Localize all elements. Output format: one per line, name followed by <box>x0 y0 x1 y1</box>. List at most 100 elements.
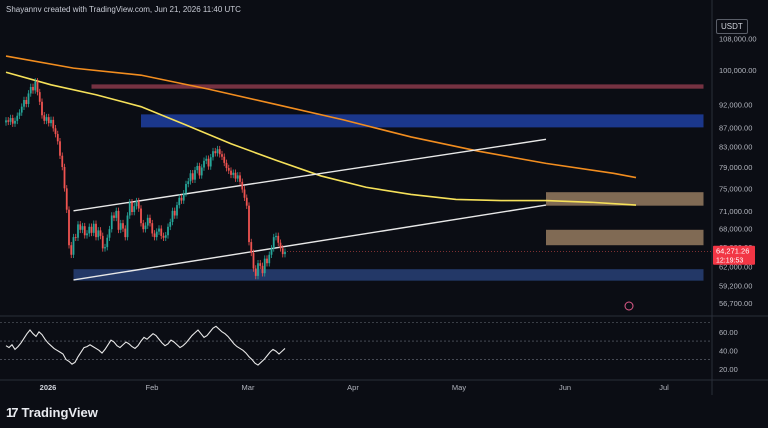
candle-body <box>70 245 73 255</box>
candle-body <box>272 237 275 249</box>
candle-body <box>234 172 237 179</box>
candle-body <box>230 170 232 175</box>
candle-body <box>216 149 219 154</box>
time-tick-label: Mar <box>242 383 255 392</box>
rsi-tick-label: 60.00 <box>719 328 738 337</box>
candle-body <box>223 156 226 163</box>
candle-body <box>227 168 230 171</box>
candle-body <box>133 206 136 213</box>
candle-body <box>236 175 239 179</box>
candle-body <box>115 210 118 218</box>
tradingview-logo-icon: 17 <box>6 404 19 420</box>
candle-body <box>34 81 37 91</box>
candle-body <box>20 106 23 113</box>
candle-body <box>77 224 79 238</box>
time-tick-label: May <box>452 383 466 392</box>
candle-body <box>50 119 52 124</box>
candle-body <box>225 162 228 169</box>
currency-label[interactable]: USDT <box>716 19 748 34</box>
candle-body <box>83 226 86 236</box>
candle-body <box>41 101 43 116</box>
channel-lower-line <box>73 204 547 281</box>
candle-body <box>52 119 55 129</box>
candle-body <box>126 215 129 238</box>
candle-body <box>212 151 214 158</box>
candle-body <box>200 167 203 176</box>
candle-body <box>176 205 178 216</box>
candle-body <box>243 189 246 198</box>
candle-body <box>99 230 102 236</box>
time-tick-label: Jul <box>659 383 669 392</box>
candle-body <box>257 263 259 276</box>
candle-body <box>38 92 41 102</box>
candle-body <box>128 202 131 216</box>
candle-body <box>92 223 95 233</box>
last-price-countdown: 12:19:53 <box>716 258 743 265</box>
candle-body <box>259 263 262 266</box>
price-tick-label: 62,000.00 <box>719 263 752 272</box>
price-tick-label: 75,000.00 <box>719 184 752 193</box>
candle-body <box>68 209 70 246</box>
candle-body <box>140 208 142 224</box>
candle-body <box>266 258 268 264</box>
candle-body <box>90 226 93 233</box>
candle-body <box>110 215 113 230</box>
candle-body <box>88 226 91 234</box>
zone-2 <box>73 269 704 281</box>
candle-body <box>47 117 50 124</box>
candle-body <box>104 247 106 249</box>
candle-body <box>124 228 127 238</box>
candle-body <box>9 118 12 122</box>
time-tick-label: Apr <box>347 383 359 392</box>
price-tick-label: 56,700.00 <box>719 299 752 308</box>
candle-body <box>23 99 25 107</box>
time-tick-label: 2026 <box>40 383 57 392</box>
candle-body <box>160 228 163 236</box>
candle-body <box>74 237 77 238</box>
candle-body <box>221 154 223 157</box>
candle-body <box>79 224 82 230</box>
candle-body <box>45 117 48 121</box>
candle-body <box>11 118 14 124</box>
time-tick-label: Feb <box>146 383 159 392</box>
candle-body <box>250 242 253 253</box>
candle-body <box>261 265 264 274</box>
candle-body <box>27 93 30 104</box>
candle-body <box>182 193 185 201</box>
candle-body <box>205 158 208 161</box>
tradingview-brand[interactable]: 17 TradingView <box>6 402 98 422</box>
candle-body <box>61 155 64 168</box>
candle-body <box>252 252 255 269</box>
candle-body <box>196 165 199 171</box>
candle-body <box>56 134 59 142</box>
candle-body <box>268 254 271 264</box>
candle-body <box>203 160 205 168</box>
time-tick-label: Jun <box>559 383 571 392</box>
rsi-tick-label: 40.00 <box>719 346 738 355</box>
candle-body <box>117 210 120 230</box>
price-tick-label: 68,000.00 <box>719 225 752 234</box>
rsi-line <box>5 325 286 366</box>
candle-body <box>281 248 284 255</box>
price-tick-label: 71,000.00 <box>719 207 752 216</box>
candle-body <box>32 86 34 91</box>
candle-body <box>189 173 192 182</box>
candle-body <box>232 172 235 175</box>
price-tick-label: 87,000.00 <box>719 123 752 132</box>
price-tick-label: 83,000.00 <box>719 143 752 152</box>
zone-4 <box>546 229 704 246</box>
candle-body <box>86 233 88 236</box>
candle-body <box>16 115 19 121</box>
candle-body <box>95 223 97 238</box>
candle-body <box>81 226 84 230</box>
candle-body <box>218 149 221 155</box>
candle-body <box>101 235 104 249</box>
candle-body <box>54 128 57 135</box>
candle-body <box>214 151 217 154</box>
candle-body <box>36 81 39 93</box>
last-price-value: 64,271.26 <box>716 247 749 256</box>
candle-body <box>18 112 21 116</box>
candle-body <box>142 223 145 230</box>
